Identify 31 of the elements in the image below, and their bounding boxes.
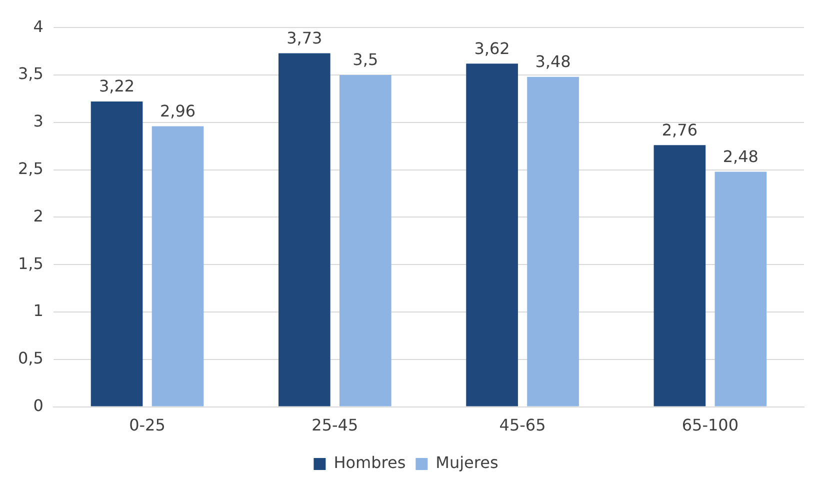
y-tick-label: 3 — [33, 112, 44, 131]
data-label: 2,96 — [160, 101, 196, 120]
bar — [339, 75, 392, 406]
x-tick-label: 65-100 — [682, 416, 739, 435]
y-tick-label: 2,5 — [18, 158, 44, 178]
data-label: 3,73 — [286, 28, 322, 48]
bar — [527, 76, 579, 406]
data-label: 3,5 — [352, 50, 378, 70]
bar — [278, 53, 330, 406]
x-tick-label: 0-25 — [129, 416, 166, 435]
y-tick-label: 2 — [33, 206, 44, 226]
x-tick-label: 45-65 — [499, 416, 546, 435]
data-label: 2,48 — [722, 146, 758, 166]
data-label: 3,48 — [535, 52, 571, 72]
y-tick-label: 1,5 — [18, 254, 44, 273]
data-label: 3,62 — [474, 38, 510, 58]
bar — [90, 102, 143, 406]
data-label: 3,22 — [98, 76, 135, 96]
y-tick-label: 1 — [33, 301, 44, 320]
data-label: 2,76 — [662, 120, 698, 140]
legend-label: Hombres — [334, 453, 406, 472]
y-tick-label: 4 — [33, 16, 44, 36]
bar — [152, 126, 204, 406]
bar — [654, 145, 706, 406]
x-tick-label: 25-45 — [312, 416, 358, 435]
legend-label: Mujeres — [436, 453, 498, 472]
y-tick-label: 3,5 — [18, 64, 44, 84]
y-tick-label: 0,5 — [18, 348, 44, 368]
bar — [714, 172, 767, 406]
bar — [466, 64, 518, 406]
y-tick-label: 0 — [33, 396, 44, 415]
